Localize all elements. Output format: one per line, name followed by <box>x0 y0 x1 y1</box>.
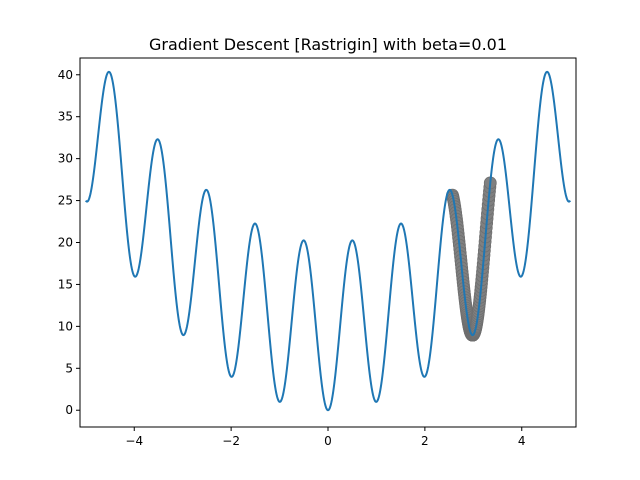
x-tick-label: −4 <box>125 434 143 448</box>
x-axis: −4 −2 0 2 4 <box>125 427 526 448</box>
y-tick-label: 15 <box>58 277 73 291</box>
chart-title: Gradient Descent [Rastrigin] with beta=0… <box>149 35 507 54</box>
x-tick-label: 0 <box>324 434 332 448</box>
y-tick-label: 40 <box>58 68 73 82</box>
y-tick-label: 20 <box>58 236 73 250</box>
y-tick-label: 10 <box>58 319 73 333</box>
y-tick-label: 30 <box>58 152 73 166</box>
y-tick-label: 25 <box>58 194 73 208</box>
y-tick-label: 0 <box>65 403 73 417</box>
x-tick-label: 2 <box>421 434 429 448</box>
x-tick-label: −2 <box>222 434 240 448</box>
plot-area <box>85 70 571 412</box>
y-tick-label: 35 <box>58 110 73 124</box>
y-tick-label: 5 <box>65 361 73 375</box>
x-tick-label: 4 <box>518 434 526 448</box>
y-axis: 0 5 10 15 20 25 30 35 40 <box>58 68 80 417</box>
function-curve <box>85 70 571 412</box>
